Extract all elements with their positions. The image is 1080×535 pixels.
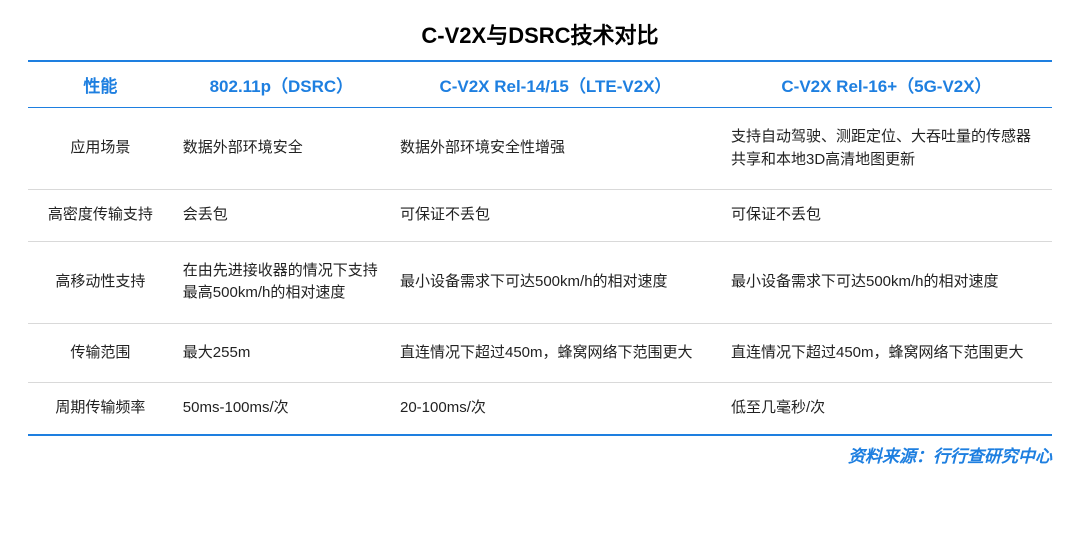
- col-header-lte: C-V2X Rel-14/15（LTE-V2X）: [390, 61, 721, 108]
- cell: 在由先进接收器的情况下支持最高500km/h的相对速度: [173, 241, 390, 323]
- cell: 可保证不丢包: [721, 190, 1052, 242]
- source-attribution: 资料来源：行行查研究中心: [28, 442, 1052, 467]
- col-header-5g: C-V2X Rel-16+（5G-V2X）: [721, 61, 1052, 108]
- table-row: 高移动性支持 在由先进接收器的情况下支持最高500km/h的相对速度 最小设备需…: [28, 241, 1052, 323]
- row-label-density: 高密度传输支持: [28, 190, 173, 242]
- cell: 低至几毫秒/次: [721, 383, 1052, 435]
- table-row: 周期传输频率 50ms-100ms/次 20-100ms/次 低至几毫秒/次: [28, 383, 1052, 435]
- table-row: 高密度传输支持 会丢包 可保证不丢包 可保证不丢包: [28, 190, 1052, 242]
- table-row: 传输范围 最大255m 直连情况下超过450m，蜂窝网络下范围更大 直连情况下超…: [28, 323, 1052, 383]
- row-label-scenario: 应用场景: [28, 108, 173, 190]
- cell: 会丢包: [173, 190, 390, 242]
- cell: 支持自动驾驶、测距定位、大吞吐量的传感器共享和本地3D高清地图更新: [721, 108, 1052, 190]
- cell: 数据外部环境安全性增强: [390, 108, 721, 190]
- row-label-freq: 周期传输频率: [28, 383, 173, 435]
- table-row: 应用场景 数据外部环境安全 数据外部环境安全性增强 支持自动驾驶、测距定位、大吞…: [28, 108, 1052, 190]
- cell: 最小设备需求下可达500km/h的相对速度: [390, 241, 721, 323]
- cell: 直连情况下超过450m，蜂窝网络下范围更大: [390, 323, 721, 383]
- cell: 最小设备需求下可达500km/h的相对速度: [721, 241, 1052, 323]
- cell: 50ms-100ms/次: [173, 383, 390, 435]
- row-label-range: 传输范围: [28, 323, 173, 383]
- cell: 20-100ms/次: [390, 383, 721, 435]
- table-header-row: 性能 802.11p（DSRC） C-V2X Rel-14/15（LTE-V2X…: [28, 61, 1052, 108]
- col-header-dsrc: 802.11p（DSRC）: [173, 61, 390, 108]
- cell: 直连情况下超过450m，蜂窝网络下范围更大: [721, 323, 1052, 383]
- comparison-table: 性能 802.11p（DSRC） C-V2X Rel-14/15（LTE-V2X…: [28, 60, 1052, 436]
- cell: 可保证不丢包: [390, 190, 721, 242]
- cell: 数据外部环境安全: [173, 108, 390, 190]
- col-header-perf: 性能: [28, 61, 173, 108]
- row-label-mobility: 高移动性支持: [28, 241, 173, 323]
- page-title: C-V2X与DSRC技术对比: [28, 18, 1052, 50]
- cell: 最大255m: [173, 323, 390, 383]
